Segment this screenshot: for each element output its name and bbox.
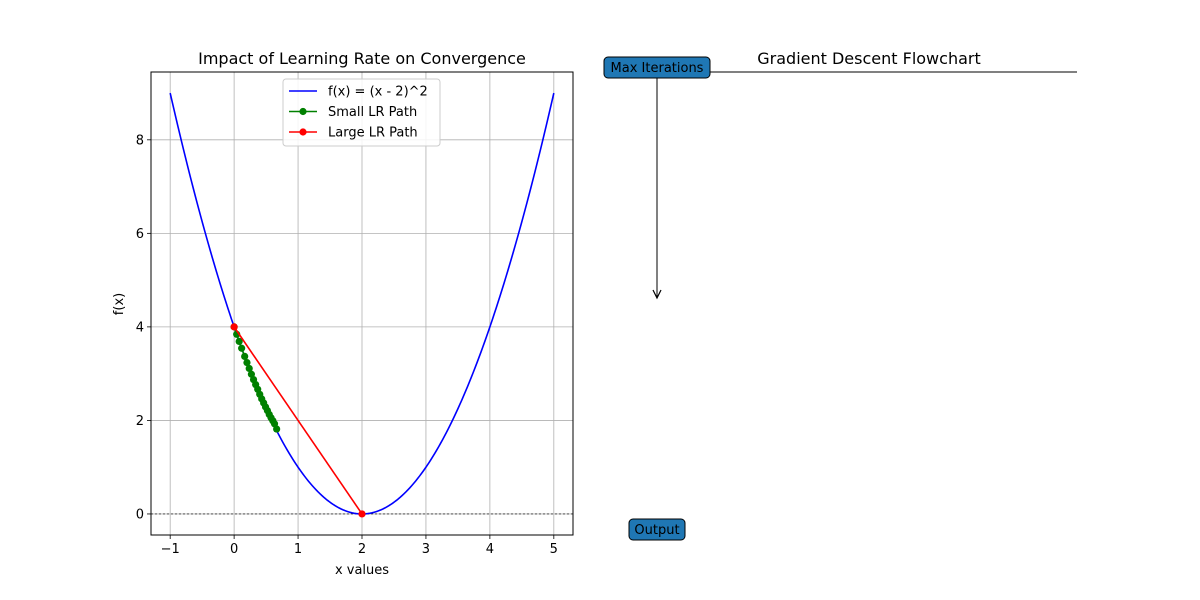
point-small-lr-path	[241, 352, 249, 361]
node-max-iterations-label: Max Iterations	[611, 61, 704, 76]
legend-box	[282, 78, 441, 147]
y-tick-label: 4	[136, 320, 144, 335]
y-axis-ticks: 0 2 4 6 8	[136, 133, 151, 522]
point-small-lr-path	[243, 358, 251, 367]
x-axis-ticks: −1 0 1 2 3 4 5	[161, 535, 558, 557]
y-tick-label: 2	[136, 414, 144, 429]
flowchart: Gradient Descent Flowchart Max Iteration…	[603, 49, 1077, 541]
x-tick-label: 1	[294, 542, 302, 557]
legend-marker	[299, 128, 307, 136]
x-tick-label: −1	[161, 542, 180, 557]
chart-title: Impact of Learning Rate on Convergence	[198, 49, 526, 68]
y-tick-label: 6	[136, 227, 144, 242]
legend-label: f(x) = (x - 2)^2	[328, 85, 428, 100]
point-small-lr-path	[238, 344, 246, 352]
legend-label: Large LR Path	[328, 126, 418, 141]
y-axis-label: f(x)	[112, 293, 127, 315]
point-small-lr-path	[235, 337, 243, 346]
y-tick-label: 8	[136, 133, 144, 148]
x-axis-label: x values	[335, 563, 389, 578]
flowchart-title: Gradient Descent Flowchart	[757, 49, 980, 68]
point-small-lr-path	[245, 364, 253, 373]
flow-arrowhead-down	[652, 289, 662, 300]
x-tick-label: 3	[422, 542, 430, 557]
x-tick-label: 2	[358, 542, 366, 557]
x-tick-label: 4	[486, 542, 494, 557]
node-output-label: Output	[634, 523, 679, 538]
legend: f(x) = (x - 2)^2 Small LR Path Large LR Pa…	[282, 78, 441, 147]
node-max-iterations: Max Iterations	[603, 56, 711, 79]
grid	[151, 72, 573, 535]
series	[169, 92, 555, 518]
node-output: Output	[628, 518, 686, 541]
legend-label: Small LR Path	[328, 105, 417, 120]
point-small-lr-path	[273, 425, 281, 433]
point-large-lr-path	[230, 323, 238, 331]
convergence-chart: Impact of Learning Rate on Convergence −…	[112, 49, 574, 578]
series-line-large-lr-path	[233, 326, 363, 515]
point-large-lr-path	[358, 510, 366, 518]
x-tick-label: 5	[550, 542, 558, 557]
y-tick-label: 0	[136, 507, 144, 522]
x-tick-label: 0	[230, 542, 238, 557]
legend-marker	[299, 107, 307, 116]
